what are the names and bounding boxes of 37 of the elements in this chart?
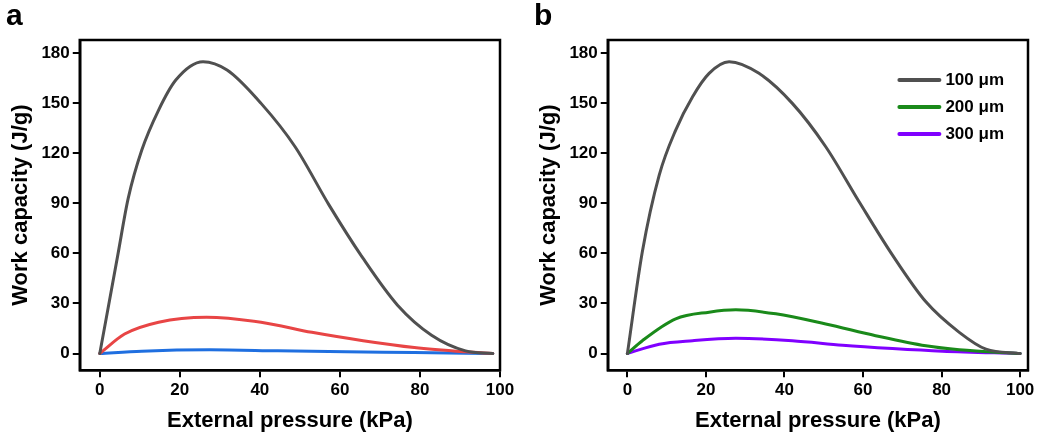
y-tick-label: 150 xyxy=(569,93,598,113)
y-axis-title: Work capacity (J/g) xyxy=(535,104,561,306)
text: b xyxy=(534,0,553,32)
legend-label: 300 μm xyxy=(945,123,1005,143)
y-tick-label: 0 xyxy=(60,343,70,363)
y-tick-label: 150 xyxy=(41,93,70,113)
y-tick-label: 90 xyxy=(578,193,598,213)
y-tick-label: 60 xyxy=(50,243,70,263)
line-series xyxy=(625,60,1022,356)
x-tick-label: 100 xyxy=(1005,380,1035,400)
x-tick-label: 40 xyxy=(775,380,794,400)
x-tick-label: 20 xyxy=(696,380,716,400)
y-tick-label: 180 xyxy=(569,43,598,63)
y-tick-label: 180 xyxy=(41,43,70,63)
x-tick-label: 20 xyxy=(170,380,190,400)
legend-label: 200 μm xyxy=(945,96,1005,116)
y-tick-label: 120 xyxy=(41,143,70,163)
y-tick-label: 120 xyxy=(569,143,598,163)
y-tick-label: 60 xyxy=(578,243,598,263)
y-tick-label: 90 xyxy=(50,193,70,213)
x-axis-title: External pressure (kPa) xyxy=(694,406,941,432)
y-tick-label: 30 xyxy=(578,293,598,313)
x-tick-label: 80 xyxy=(932,380,952,400)
y-axis-title: Work capacity (J/g) xyxy=(7,104,33,306)
text: a xyxy=(6,0,23,32)
x-axis-title: External pressure (kPa) xyxy=(166,406,413,432)
x-tick-label: 0 xyxy=(622,380,633,400)
x-tick-label: 100 xyxy=(485,380,515,400)
x-tick-label: 60 xyxy=(330,380,350,400)
y-tick-label: 0 xyxy=(588,343,598,363)
line-series xyxy=(98,60,495,356)
x-tick-label: 0 xyxy=(95,380,105,400)
x-tick-label: 40 xyxy=(250,380,270,400)
x-tick-label: 80 xyxy=(410,380,430,400)
legend-label: 100 μm xyxy=(945,69,1005,89)
y-tick-label: 30 xyxy=(50,293,70,313)
x-tick-label: 60 xyxy=(853,380,873,400)
